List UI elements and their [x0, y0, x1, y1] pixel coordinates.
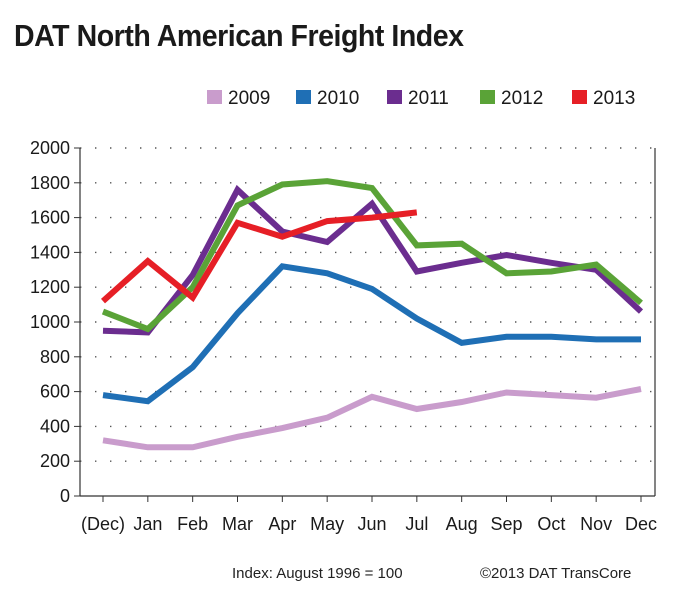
legend-label-2010: 2010	[317, 88, 359, 109]
copyright-note: ©2013 DAT TransCore	[480, 565, 632, 582]
y-tick-label: 0	[60, 486, 70, 506]
series-line-2009	[102, 386, 642, 451]
series-line-2012	[101, 178, 643, 333]
y-tick-label: 2000	[30, 138, 70, 158]
x-tick-label: Feb	[177, 514, 208, 534]
legend-label-2011: 2011	[408, 88, 449, 109]
legend-label-2013: 2013	[593, 88, 635, 109]
x-tick-label: Oct	[537, 514, 565, 534]
legend-label-2009: 2009	[228, 88, 270, 109]
legend: 2009 2010 2011 2012 2013	[207, 88, 635, 109]
x-tick-label: Jan	[133, 514, 162, 534]
y-tick-label: 1000	[30, 312, 70, 332]
series-lines	[101, 178, 644, 451]
y-tick-label: 600	[40, 382, 70, 402]
x-tick-label: (Dec)	[81, 514, 125, 534]
series-line-2011	[102, 184, 644, 336]
legend-swatch-2013	[572, 90, 587, 104]
legend-swatch-2009	[207, 90, 222, 104]
legend-label-2012: 2012	[501, 88, 543, 109]
y-tick-label: 400	[40, 416, 70, 436]
legend-swatch-2012	[480, 90, 495, 104]
legend-swatch-2010	[296, 90, 311, 104]
y-tick-label: 800	[40, 347, 70, 367]
y-tick-label: 1200	[30, 277, 70, 297]
x-tick-label: Nov	[580, 514, 612, 534]
x-tick-labels: (Dec) Jan Feb Mar Apr May Jun Jul Aug Sep Oct Nov De…	[81, 514, 657, 534]
x-tick-label: Apr	[268, 514, 296, 534]
legend-swatch-2011	[387, 90, 402, 104]
y-tick-label: 1400	[30, 242, 70, 262]
x-tick-label: Aug	[446, 514, 478, 534]
y-tick-label: 1600	[30, 208, 70, 228]
index-note: Index: August 1996 = 100	[232, 565, 403, 582]
axes	[74, 147, 656, 502]
x-tick-label: May	[310, 514, 344, 534]
x-tick-label: Jun	[357, 514, 386, 534]
x-tick-label: Sep	[490, 514, 522, 534]
y-tick-label: 200	[40, 451, 70, 471]
x-tick-label: Mar	[222, 514, 253, 534]
chart-title: DAT North American Freight Index	[14, 18, 464, 53]
y-tick-label: 1800	[30, 173, 70, 193]
x-tick-label: Dec	[625, 514, 657, 534]
series-line-2013	[101, 209, 418, 304]
series-line-2010	[102, 263, 641, 405]
x-tick-label: Jul	[405, 514, 428, 534]
